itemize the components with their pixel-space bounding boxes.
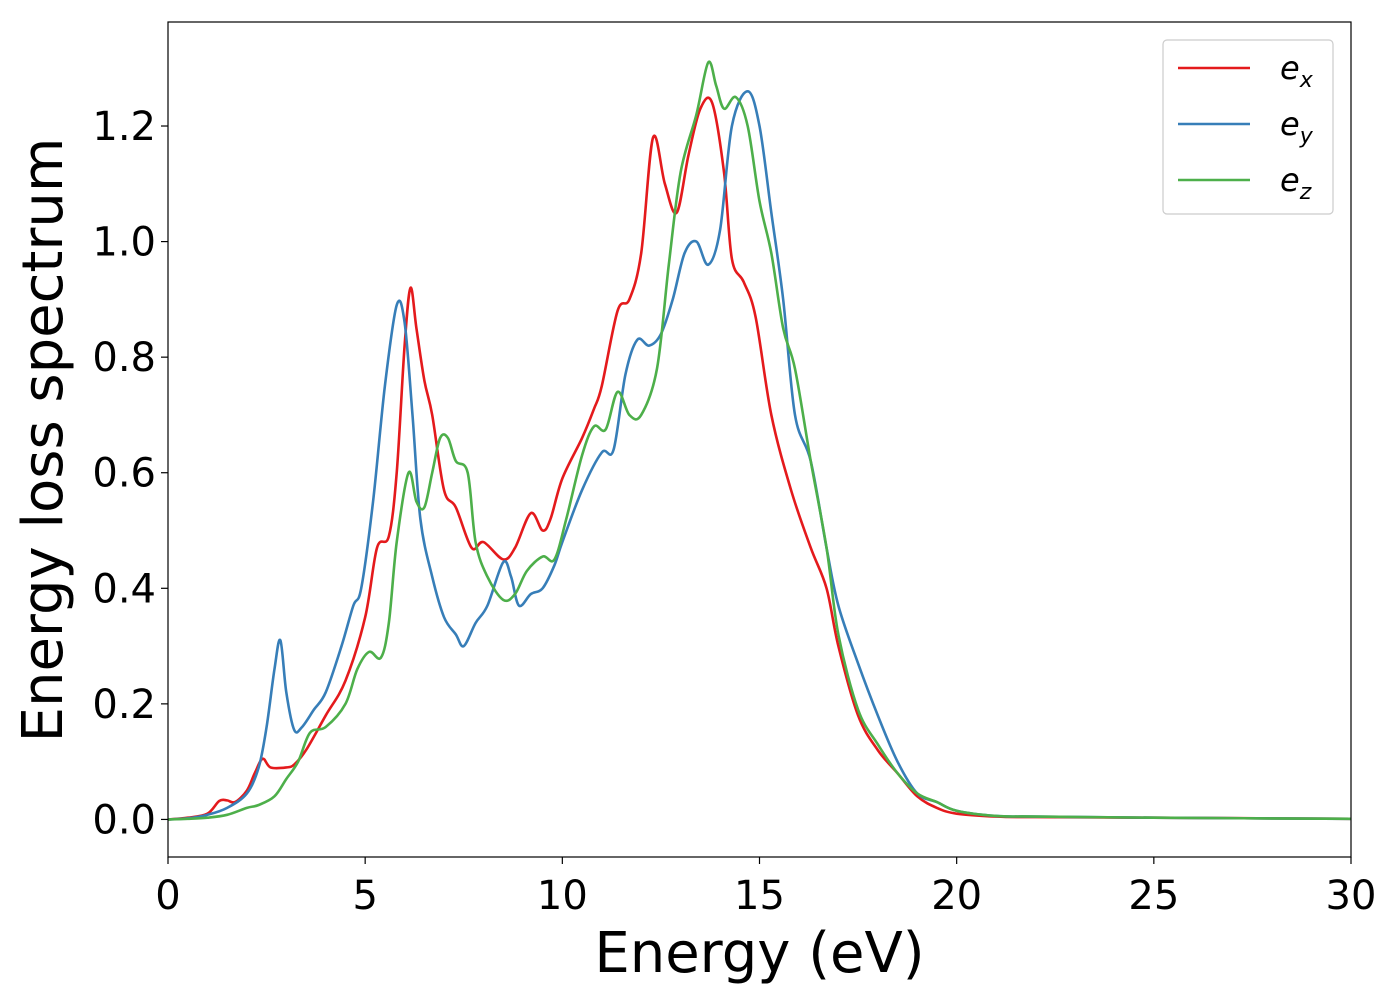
- y-tick-label: 0.0: [92, 797, 156, 843]
- x-tick-label: 20: [931, 873, 982, 919]
- y-tick-label: 0.8: [92, 335, 156, 381]
- x-tick-label: 15: [734, 873, 785, 919]
- x-axis: 0 5 10 15 20 25 30: [155, 857, 1376, 919]
- legend-box: [1162, 39, 1334, 215]
- x-tick-label: 5: [352, 873, 377, 919]
- series-line-z: [167, 60, 1352, 821]
- y-tick-label: 0.4: [92, 566, 156, 612]
- y-tick-label: 1.2: [92, 104, 156, 150]
- x-tick-label: 30: [1326, 873, 1377, 919]
- y-axis-title: Energy loss spectrum: [11, 138, 76, 743]
- series-line-x: [167, 96, 1352, 821]
- x-tick-label: 25: [1128, 873, 1179, 919]
- legend-label-z: ez: [1280, 161, 1312, 205]
- y-tick-label: 1.0: [92, 220, 156, 266]
- x-tick-label: 10: [537, 873, 588, 919]
- series-layer: [167, 60, 1352, 821]
- y-tick-label: 0.2: [92, 682, 156, 728]
- y-tick-label: 0.6: [92, 451, 156, 497]
- x-axis-title: Energy (eV): [594, 921, 924, 986]
- x-tick-label: 0: [155, 873, 180, 919]
- y-axis: 0.0 0.2 0.4 0.6 0.8 1.0 1.2: [92, 104, 168, 843]
